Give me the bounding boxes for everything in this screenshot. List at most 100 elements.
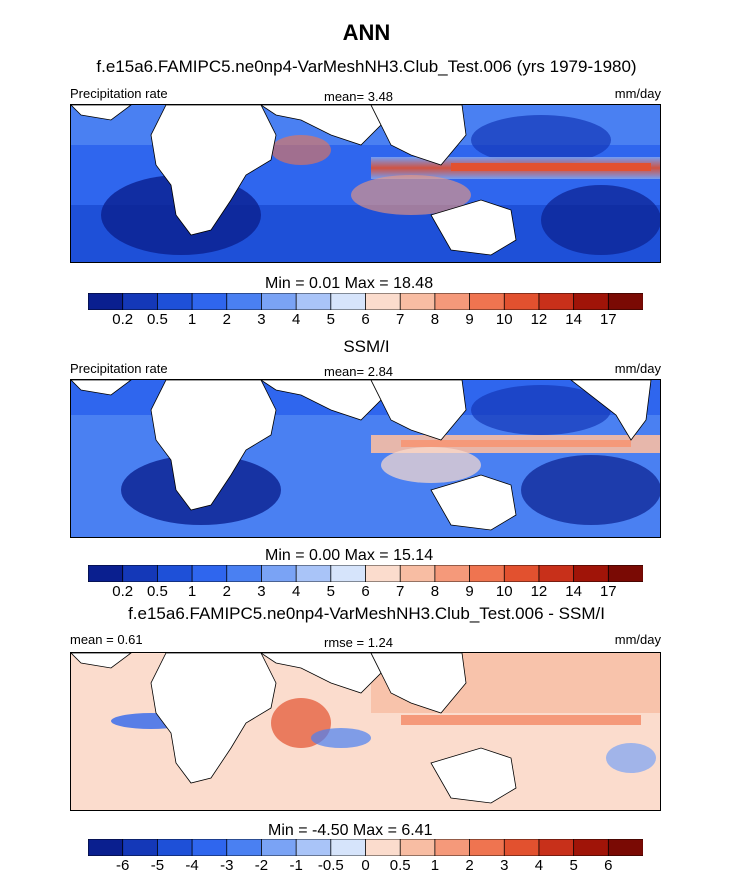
colorbar-tick-label: 14 [565,311,582,328]
colorbar-swatch [434,839,471,856]
colorbar-tick-label: 12 [530,311,548,328]
colorbar-tick-label: 0.5 [146,583,168,600]
colorbar-swatch [434,293,471,310]
colorbar-tick-label: 3 [257,311,266,328]
colorbar-tick-label: 17 [599,583,617,600]
colorbar-swatch [226,293,263,310]
colorbar-tick-label: -5 [150,857,165,874]
colorbar-swatch [434,565,471,582]
colorbar-swatch [365,839,401,856]
colorbar-swatch [469,565,505,582]
colorbar-swatch [399,293,436,310]
colorbar-swatch [122,839,159,856]
colorbar-swatch [191,839,228,856]
colorbar-tick-label: 10 [495,583,513,600]
colorbar-tick-label: 1 [187,311,197,328]
colorbar-swatch [607,839,643,856]
colorbar-tick-label: 4 [534,857,544,874]
colorbar-tick-label: 3 [500,857,509,874]
colorbar-swatch [503,293,540,310]
colorbar-swatch [573,565,610,582]
colorbar-swatch [295,293,332,310]
colorbar-tick-label: 7 [396,311,405,328]
colorbar-tick-label: 12 [530,583,548,600]
colorbar-swatch [226,839,263,856]
colorbar-swatch [365,565,401,582]
colorbar-swatch [295,839,332,856]
colorbar-swatch [226,565,263,582]
colorbar-tick-label: 10 [495,311,513,328]
colorbar-swatch [399,839,436,856]
colorbar-swatch [469,839,505,856]
panel1-map-field [71,105,660,262]
colorbar-tick-label: 8 [430,583,440,600]
colorbar-tick-label: -6 [116,857,130,874]
colorbar-tick-label: -4 [185,857,199,874]
panel2-left-label: Precipitation rate [70,361,168,376]
colorbar-swatch [573,293,610,310]
colorbar-swatch [607,293,643,310]
colorbar-tick-label: 9 [465,583,474,600]
panel3-mean-label: mean = 0.61 [70,632,143,647]
panel3-colorbar-ticks: -6 -5 -4 -3 -2 -1 -0.5 0 0.5 1 2 3 4 5 6 [88,857,643,875]
colorbar-swatch [330,839,367,856]
colorbar-swatch [295,565,332,582]
panel2-mean-label: mean= 2.84 [324,364,394,379]
diff-panel-title: f.e15a6.FAMIPC5.ne0np4-VarMeshNH3.Club_T… [128,604,605,623]
colorbar-tick-label: -1 [289,857,303,874]
panel3-colorbar-swatches [88,839,643,856]
colorbar-tick-label: 2 [465,857,474,874]
colorbar-swatch [122,565,159,582]
panel1-mean-label: mean= 3.48 [324,89,394,104]
panel1-left-label: Precipitation rate [70,86,168,101]
colorbar-swatch [573,839,610,856]
colorbar-swatch [88,565,124,582]
panel3-minmax: Min = -4.50 Max = 6.41 [268,822,433,839]
colorbar-tick-label: 0 [361,857,370,874]
colorbar-tick-label: 1 [187,583,197,600]
colorbar-swatch [330,293,367,310]
colorbar-swatch [88,839,124,856]
panel3-units-label: mm/day [614,632,661,647]
panel2-colorbar-ticks: 0.2 0.5 1 2 3 4 5 6 7 8 9 10 12 14 17 [88,583,643,601]
panel1-units-label: mm/day [614,86,661,101]
colorbar-swatch [156,839,193,856]
colorbar-tick-label: 5 [569,857,578,874]
panel3-map [70,652,661,811]
colorbar-swatch [88,293,124,310]
colorbar-tick-label: 7 [396,583,405,600]
colorbar-tick-label: 6 [361,311,370,328]
colorbar-swatch [503,565,540,582]
panel3-colorbar [88,839,643,856]
panel1-colorbar [88,293,643,310]
colorbar-swatch [261,565,297,582]
colorbar-tick-label: 0.2 [112,583,134,600]
colorbar-tick-label: 0.5 [389,857,411,874]
panel2-minmax: Min = 0.00 Max = 15.14 [265,547,434,564]
panel1-map [70,104,661,263]
colorbar-tick-label: -0.5 [317,857,344,874]
colorbar-tick-label: 6 [604,857,613,874]
colorbar-tick-label: 9 [465,311,474,328]
colorbar-swatch [191,565,228,582]
panel1-minmax: Min = 0.01 Max = 18.48 [265,275,434,292]
obs-panel-title: SSM/I [343,337,390,356]
colorbar-swatch [122,293,159,310]
colorbar-swatch [607,565,643,582]
colorbar-tick-label: 2 [222,311,231,328]
colorbar-swatch [503,839,540,856]
colorbar-swatch [399,565,436,582]
panel1-colorbar-swatches [88,293,643,310]
colorbar-swatch [365,293,401,310]
figure-title: ANN [342,20,391,45]
colorbar-tick-label: 0.2 [112,311,134,328]
panel3-rmse-label: rmse = 1.24 [324,635,394,650]
colorbar-tick-label: 8 [430,311,440,328]
colorbar-swatch [261,839,297,856]
panel2-units-label: mm/day [614,361,661,376]
colorbar-swatch [156,293,193,310]
colorbar-tick-label: -3 [220,857,234,874]
colorbar-tick-label: 5 [326,583,335,600]
colorbar-tick-label: 17 [599,311,617,328]
colorbar-swatch [330,565,367,582]
